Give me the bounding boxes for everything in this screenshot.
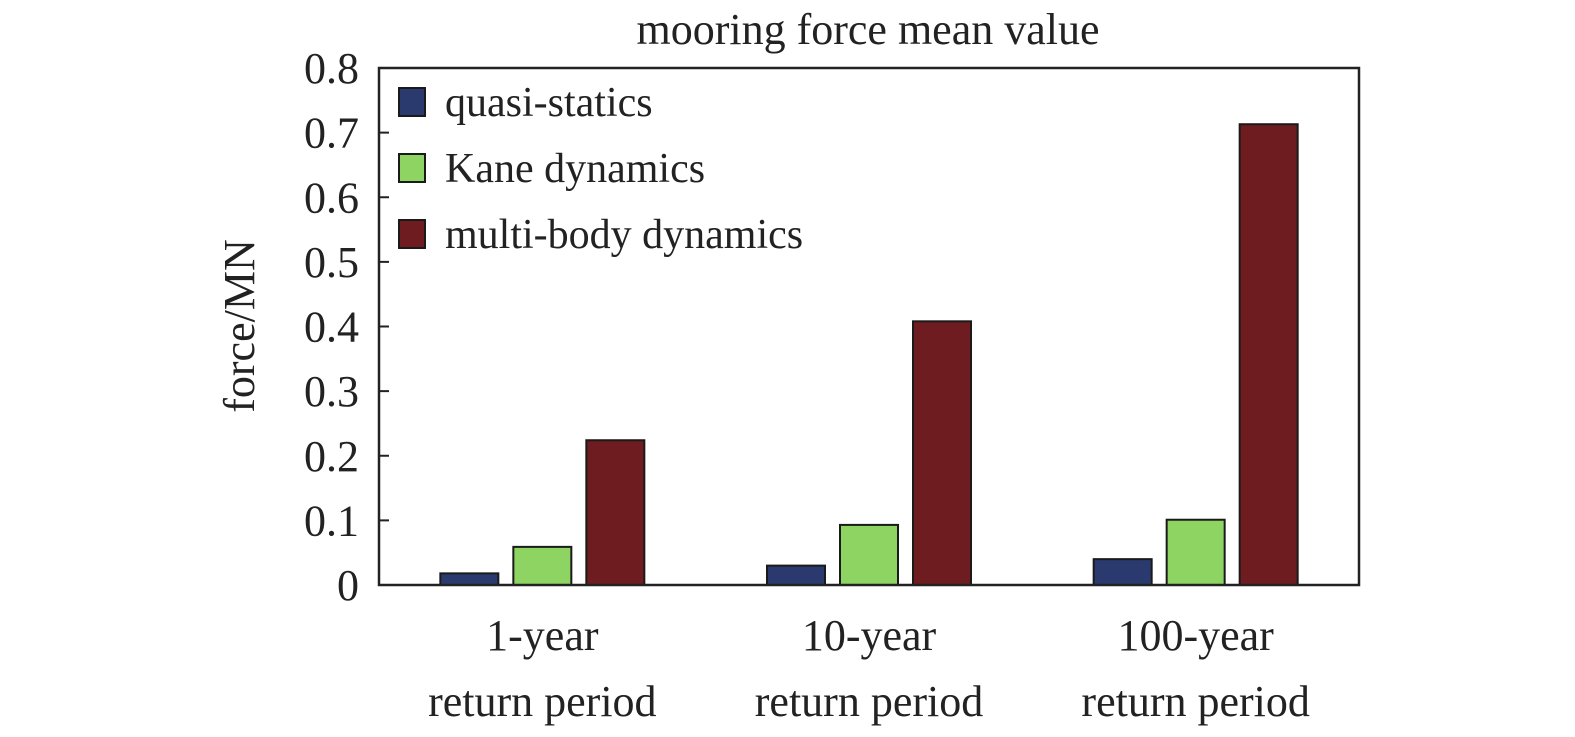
x-category-label: return period <box>755 677 983 726</box>
y-tick-label: 0.5 <box>304 238 359 287</box>
bar-multi-body-dynamics <box>912 320 972 586</box>
y-tick-label: 0.6 <box>304 173 359 222</box>
bar-quasi-statics <box>439 572 500 586</box>
x-category-label: return period <box>1081 677 1309 726</box>
bars-group <box>439 123 1299 587</box>
bar-quasi-statics <box>766 564 826 586</box>
legend-label: quasi-statics <box>445 80 653 126</box>
y-tick-label: 0.2 <box>304 432 359 481</box>
x-category-label: 1-year <box>486 611 599 660</box>
x-category-label: return period <box>428 677 656 726</box>
x-category-label: 10-year <box>802 611 937 660</box>
y-tick-label: 0.4 <box>304 303 359 352</box>
y-tick-label: 0.7 <box>304 109 359 158</box>
y-axis-ticks: 0 0.1 0.2 0.3 0.4 0.5 0.6 0.7 0.8 <box>304 44 389 610</box>
chart-title: mooring force mean value <box>636 5 1099 54</box>
bar-multi-body-dynamics <box>585 439 646 586</box>
x-axis-categories: 1-year return period 10-year return period 1… <box>428 611 1310 726</box>
y-tick-label: 0 <box>337 561 359 610</box>
legend-swatch <box>398 87 426 117</box>
bar-kane-dynamics <box>1165 518 1226 587</box>
bar-multi-body-dynamics <box>1238 123 1299 586</box>
y-axis-label: force/MN <box>215 239 264 413</box>
legend-swatch <box>398 153 426 183</box>
bar-kane-dynamics <box>512 545 573 587</box>
x-category-label: 100-year <box>1117 611 1274 660</box>
bar-kane-dynamics <box>839 523 899 586</box>
legend-swatch <box>398 219 426 249</box>
y-tick-label: 0.8 <box>304 44 359 93</box>
y-tick-label: 0.1 <box>304 496 359 545</box>
legend-label: Kane dynamics <box>445 146 705 192</box>
legend-label: multi-body dynamics <box>445 212 803 258</box>
bar-quasi-statics <box>1092 558 1153 587</box>
legend: quasi-statics Kane dynamics multi-body dyn… <box>398 80 803 258</box>
y-tick-label: 0.3 <box>304 367 359 416</box>
